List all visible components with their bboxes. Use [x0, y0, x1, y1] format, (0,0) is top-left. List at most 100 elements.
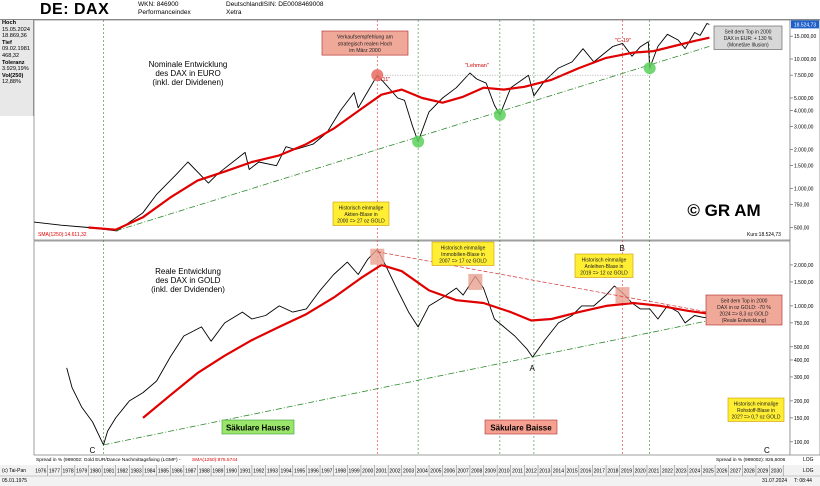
note-rohstoff-blase-text: Historisch einmalige — [734, 402, 779, 408]
x-tick-label: 1997 — [321, 469, 332, 475]
x-tick-label: 1984 — [144, 469, 155, 475]
x-tick-label: 2011 — [512, 469, 523, 475]
note-anleihen-blase-text: Historisch einmalige — [582, 258, 627, 264]
header-exchange: Xetra — [226, 8, 242, 16]
y-tick-label-real: 300,00 — [794, 375, 810, 381]
label-hausse-box — [221, 419, 295, 435]
label-baisse-box — [484, 419, 558, 435]
y-tick-label-real: 1.500,00 — [794, 280, 814, 286]
note-sell-2000-text: Verkaufsempfehlung am — [337, 35, 393, 41]
header-wkn-block: WKN: 846900 Performanceindex — [138, 1, 191, 16]
x-tick-label: 2018 — [607, 469, 618, 475]
x-tick-label: 1990 — [226, 469, 237, 475]
note-monetary-illusion-text: DAX in EUR: + 130 % — [724, 36, 773, 42]
label-saekulare-hausse: Säkulare Hausse — [221, 419, 295, 435]
note-monetary-illusion-text: Seit dem Top in 2000 — [725, 30, 772, 36]
panel-nominal: 15.000,00 10.000,00 7.500,00 5.000,00 4.000,… — [33, 23, 816, 232]
note-real-decline-text: DAX in oz GOLD: -70 % — [717, 305, 771, 311]
x-tick-label: 2013 — [539, 469, 550, 475]
stat-vol-label: Vol(250) — [2, 72, 24, 79]
event-label-c19: "C-19" — [615, 38, 631, 44]
header-isin: ISIN: DE0008469008 — [262, 1, 324, 8]
y-tick-label-nominal: 1.000,00 — [794, 186, 814, 192]
note-sell-2000-text: strategisch realen Hoch — [338, 41, 393, 47]
last-value-label: 18.524,73 — [794, 22, 816, 28]
x-tick-label: 1993 — [267, 469, 278, 475]
note-rohstoff-blase-box — [727, 397, 785, 422]
real-chart-title: Reale Entwicklung — [155, 267, 221, 276]
event-circle-1 — [493, 108, 506, 121]
real-chart-title: (inkl. der Dvidenden) — [151, 285, 225, 294]
nominal-chart-title: Nominale Entwicklung — [149, 60, 228, 69]
x-tick-label: 2007 — [458, 469, 469, 475]
x-tick-label: 2001 — [376, 469, 387, 475]
point-label-c-right: C — [764, 446, 770, 455]
real-chart-title: des DAX in GOLD — [156, 276, 221, 285]
event-label-911: "9/11" — [376, 77, 390, 83]
x-tick-label: 2021 — [648, 469, 659, 475]
header-wkn: WKN: 846900 — [138, 1, 179, 8]
note-aktien-blase-text: Aktien-Blase in — [344, 212, 378, 218]
x-tick-label: 2030 — [771, 469, 782, 475]
note-anleihen-blase-text: Anleihen-Blase in — [585, 264, 624, 270]
stat-toleranz-label: Toleranz — [2, 59, 25, 66]
y-tick-label-real: 1.000,00 — [794, 304, 814, 310]
x-tick-label: 2016 — [580, 469, 591, 475]
note-sell-2000-box — [321, 30, 409, 56]
x-tick-label: 2012 — [526, 469, 537, 475]
y-tick-label-real: 200,00 — [794, 399, 810, 405]
x-axis: 1976 1977 1978 1979 1980 1981 1982 1983 1984 1985… — [0, 465, 820, 486]
series-line-nominal-2 — [115, 46, 710, 232]
bubble-marker-2 — [615, 287, 630, 304]
note-monetary-illusion-text: (Monetäre Illusion) — [727, 43, 769, 49]
x-tick-label: 1996 — [308, 469, 319, 475]
x-tick-label: 2015 — [566, 469, 577, 475]
x-tick-label: 2026 — [716, 469, 727, 475]
x-tick-label: 2023 — [675, 469, 686, 475]
series-line-nominal-0 — [33, 23, 710, 232]
x-tick-label: 1994 — [280, 469, 291, 475]
point-label-b: B — [619, 244, 624, 253]
x-tick-label: 2017 — [594, 469, 605, 475]
note-immobilien-blase-text: 2007 => 17 oz GOLD — [439, 259, 487, 265]
point-label-a: A — [530, 364, 536, 373]
y-tick-label-real: 500,00 — [794, 345, 810, 351]
note-immobilien-blase-box — [431, 241, 495, 266]
x-tick-label: 1991 — [240, 469, 251, 475]
bubble-marker-1 — [468, 273, 483, 290]
footer-credit: (c) Tai-Pan — [2, 468, 26, 474]
x-tick-label: 1982 — [117, 469, 128, 475]
label-saekulare-baisse: Säkulare Baisse — [484, 419, 558, 435]
note-monetary-illusion-box — [713, 25, 783, 50]
y-tick-label-nominal: 5.000,00 — [794, 96, 814, 102]
y-axis-area — [789, 19, 820, 456]
x-tick-label: 2000 — [362, 469, 373, 475]
x-tick-label: 2006 — [444, 469, 455, 475]
note-aktien-blase-box — [332, 201, 390, 226]
footer-spread-left: Spread in % (999002: Gold EUR/Dance Nach… — [36, 457, 181, 463]
note-real-decline-text: 2024 => 8,3 oz GOLD — [720, 312, 769, 318]
y-tick-label-real: 150,00 — [794, 416, 810, 422]
label-hausse-text: Säkulare Hausse — [226, 424, 291, 433]
note-rohstoff-blase-text: Rohstoff-Blase in — [737, 408, 775, 414]
stat-tief-label: Tief — [2, 39, 12, 46]
series-line-nominal-1 — [88, 36, 710, 231]
x-axis-band — [0, 465, 820, 486]
x-tick-label: 1983 — [131, 469, 142, 475]
note-aktien-blase-text: 2000 => 27 oz GOLD — [337, 219, 385, 225]
y-tick-label-nominal: 7.500,00 — [794, 73, 814, 79]
panel-frame-nominal — [33, 19, 791, 241]
x-tick-label: 2002 — [389, 469, 400, 475]
x-tick-label: 1987 — [185, 469, 196, 475]
x-tick-label: 1998 — [335, 469, 346, 475]
nominal-chart-title: des DAX in EURO — [155, 69, 220, 78]
x-tick-label: 1979 — [76, 469, 87, 475]
event-circle-2 — [643, 62, 656, 75]
sma-label-nominal: SMA(1250):14.611,32 — [38, 232, 87, 238]
stats-sidebar: Hoch 15.05.2024 18.869,36 Tief 09.02.198… — [0, 20, 34, 116]
note-anleihen-blase-text: 2019 => 12 oz GOLD — [580, 271, 628, 277]
